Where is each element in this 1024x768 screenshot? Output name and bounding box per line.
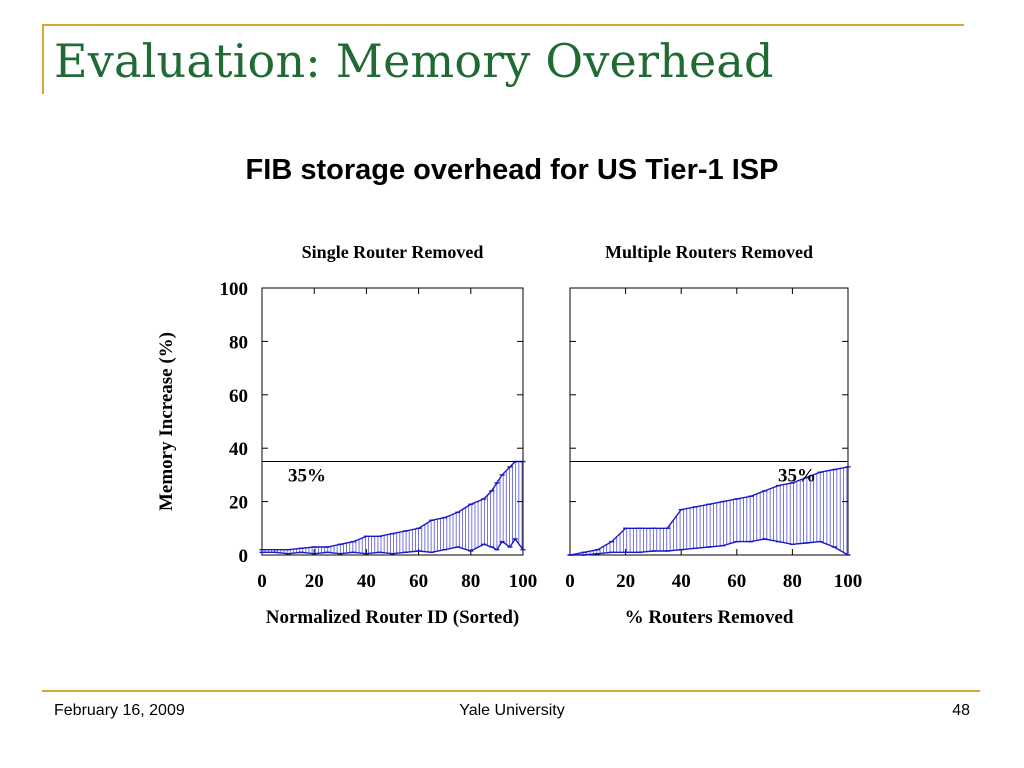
page-number: 48 bbox=[952, 702, 970, 719]
x-tick-label: 80 bbox=[783, 571, 802, 592]
plot-frame bbox=[569, 287, 849, 556]
x-tick-label: 20 bbox=[616, 571, 635, 592]
title-accent-rule bbox=[42, 24, 964, 26]
lower-series-line bbox=[262, 537, 524, 555]
y-tick-label: 20 bbox=[229, 493, 248, 514]
slide-subtitle: FIB storage overhead for US Tier-1 ISP bbox=[245, 154, 779, 186]
footer-rule bbox=[42, 690, 980, 692]
x-tick-label: 0 bbox=[565, 571, 575, 592]
x-tick-label: 60 bbox=[409, 571, 428, 592]
y-tick-label: 60 bbox=[229, 386, 248, 407]
x-axis-label: Normalized Router ID (Sorted) bbox=[266, 607, 519, 628]
chart-title: Multiple Routers Removed bbox=[605, 242, 813, 262]
x-tick-label: 80 bbox=[461, 571, 480, 592]
y-tick-label: 80 bbox=[229, 332, 248, 353]
chart-title: Single Router Removed bbox=[302, 242, 484, 262]
y-tick-label: 100 bbox=[220, 279, 249, 300]
x-axis-label: % Routers Removed bbox=[625, 607, 794, 628]
reference-label: 35% bbox=[778, 466, 816, 487]
y-tick-label: 0 bbox=[239, 546, 249, 567]
x-tick-label: 100 bbox=[509, 571, 538, 592]
x-tick-label: 20 bbox=[305, 571, 324, 592]
x-tick-label: 0 bbox=[257, 571, 267, 592]
title-accent-bar bbox=[42, 24, 44, 94]
y-axis-label: Memory Increase (%) bbox=[156, 332, 177, 511]
plot-frame bbox=[261, 287, 524, 556]
x-tick-label: 40 bbox=[672, 571, 691, 592]
x-tick-label: 60 bbox=[727, 571, 746, 592]
x-tick-label: 100 bbox=[834, 571, 863, 592]
x-tick-label: 40 bbox=[357, 571, 376, 592]
slide-title: Evaluation: Memory Overhead bbox=[54, 34, 774, 88]
footer-date: February 16, 2009 bbox=[54, 702, 185, 719]
footer-organization: Yale University bbox=[459, 702, 565, 719]
reference-label: 35% bbox=[288, 466, 326, 487]
y-tick-label: 40 bbox=[229, 439, 248, 460]
